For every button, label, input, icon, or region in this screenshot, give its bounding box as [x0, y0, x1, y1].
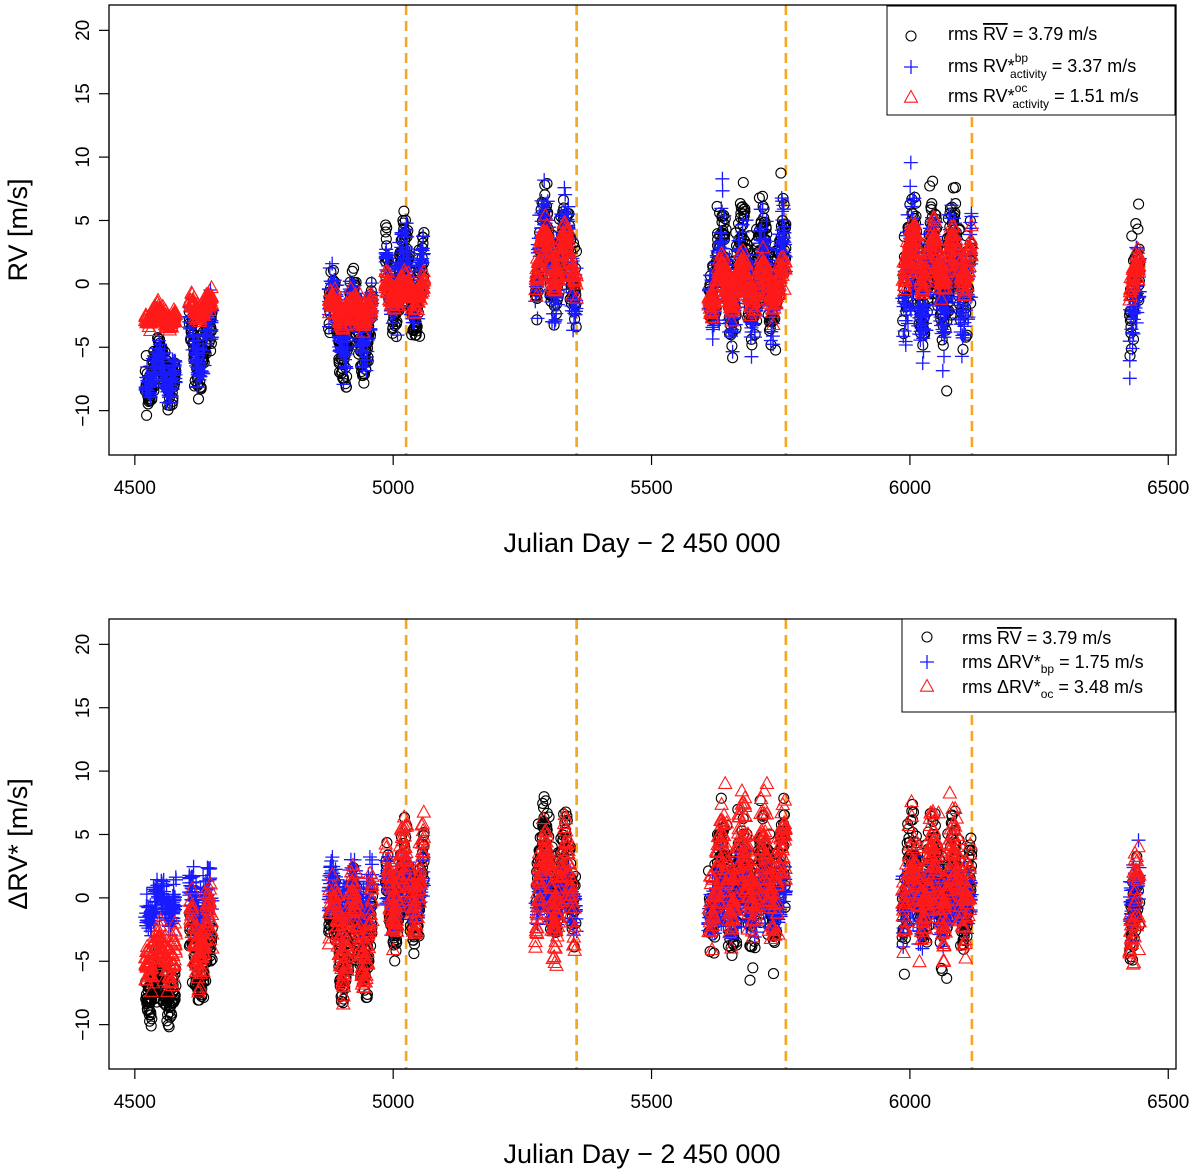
- data-point: [141, 409, 153, 421]
- data-point: [926, 198, 938, 210]
- data-point: [956, 327, 971, 341]
- data-point: [780, 218, 792, 230]
- data-point: [935, 363, 950, 378]
- data-point: [390, 331, 402, 343]
- series-plus: [138, 155, 1147, 411]
- data-point: [164, 395, 179, 410]
- data-point: [539, 189, 551, 201]
- y-tick-label: −5: [73, 336, 94, 358]
- data-point: [380, 226, 392, 238]
- data-point: [566, 323, 581, 338]
- data-point: [924, 180, 936, 192]
- x-tick-label: 5500: [630, 478, 672, 499]
- data-point: [381, 222, 393, 234]
- data-point: [1126, 230, 1138, 242]
- data-points: [137, 775, 1148, 1033]
- data-point: [339, 359, 353, 374]
- data-point: [715, 171, 730, 186]
- data-point: [957, 343, 969, 355]
- series-triangle: [137, 207, 1147, 338]
- data-point: [715, 183, 730, 198]
- data-point: [915, 356, 930, 371]
- series-circle: [139, 167, 1146, 421]
- x-tick-label: 4500: [114, 478, 156, 499]
- data-point: [340, 381, 352, 393]
- data-point: [570, 321, 582, 333]
- data-point: [557, 180, 572, 195]
- data-point: [937, 339, 949, 351]
- data-point: [735, 202, 747, 214]
- data-point: [1133, 198, 1145, 210]
- y-tick-label: 10: [73, 147, 94, 168]
- data-points: [137, 155, 1147, 421]
- data-point: [964, 209, 979, 224]
- data-point: [711, 200, 723, 212]
- y-tick-label: 0: [73, 279, 94, 290]
- data-point: [756, 190, 769, 202]
- data-point: [358, 377, 370, 389]
- data-point: [1125, 341, 1140, 356]
- data-point: [903, 179, 918, 194]
- data-point: [903, 155, 918, 170]
- y-tick-label: 5: [73, 215, 94, 226]
- data-point: [744, 230, 756, 242]
- data-point: [165, 352, 180, 367]
- data-point: [739, 205, 751, 218]
- x-tick-label: 6500: [1147, 478, 1189, 499]
- series-circle: [139, 791, 1146, 1033]
- data-point: [548, 312, 563, 327]
- x-axis-label: Julian Day − 2 450 000: [504, 528, 781, 558]
- data-point: [418, 227, 430, 239]
- y-tick-label: 20: [73, 20, 94, 41]
- data-point: [941, 385, 953, 397]
- data-point: [192, 393, 205, 405]
- data-point: [408, 948, 420, 960]
- data-point: [531, 314, 543, 326]
- data-point: [1122, 371, 1137, 386]
- y-tick-label: 15: [73, 83, 94, 104]
- y-axis-label: RV [m/s]: [3, 178, 33, 281]
- data-point: [360, 992, 372, 1004]
- x-tick-label: 6000: [889, 478, 931, 499]
- data-point: [775, 167, 787, 179]
- data-point: [389, 955, 401, 967]
- vertical-markers: [404, 619, 974, 1069]
- data-point: [195, 383, 207, 395]
- y-axis: −10 −5 0 5 10 15 20: [73, 20, 110, 427]
- data-point: [398, 205, 410, 217]
- x-axis: 4500 5000 5500 6000 6500: [114, 454, 1189, 499]
- data-point: [726, 340, 738, 352]
- data-point: [898, 338, 913, 352]
- data-point: [541, 177, 553, 190]
- y-tick-label: −10: [73, 395, 94, 427]
- data-point: [557, 194, 570, 206]
- data-point: [152, 333, 166, 348]
- x-tick-label: 5000: [372, 478, 414, 499]
- data-point: [758, 212, 770, 224]
- data-point: [937, 349, 951, 364]
- data-point: [744, 349, 759, 364]
- data-point: [558, 187, 573, 202]
- data-point: [947, 182, 959, 194]
- data-point: [963, 215, 978, 230]
- panel-top: 4500 5000 5500 6000 6500 −10 −5 0 5 10 15 20 Julia…: [3, 4, 1189, 558]
- legend: rms RV = 3.79 m/s rms RV*bp activity = 3.…: [886, 5, 1176, 116]
- data-point: [705, 332, 720, 346]
- data-point: [954, 349, 969, 364]
- data-point: [737, 176, 749, 189]
- data-point: [346, 265, 358, 277]
- legend-entry-rv: rms RV = 3.79 m/s: [948, 24, 1097, 44]
- data-point: [1130, 218, 1142, 230]
- data-point: [718, 228, 730, 240]
- data-point: [545, 314, 559, 329]
- data-point: [1132, 223, 1144, 235]
